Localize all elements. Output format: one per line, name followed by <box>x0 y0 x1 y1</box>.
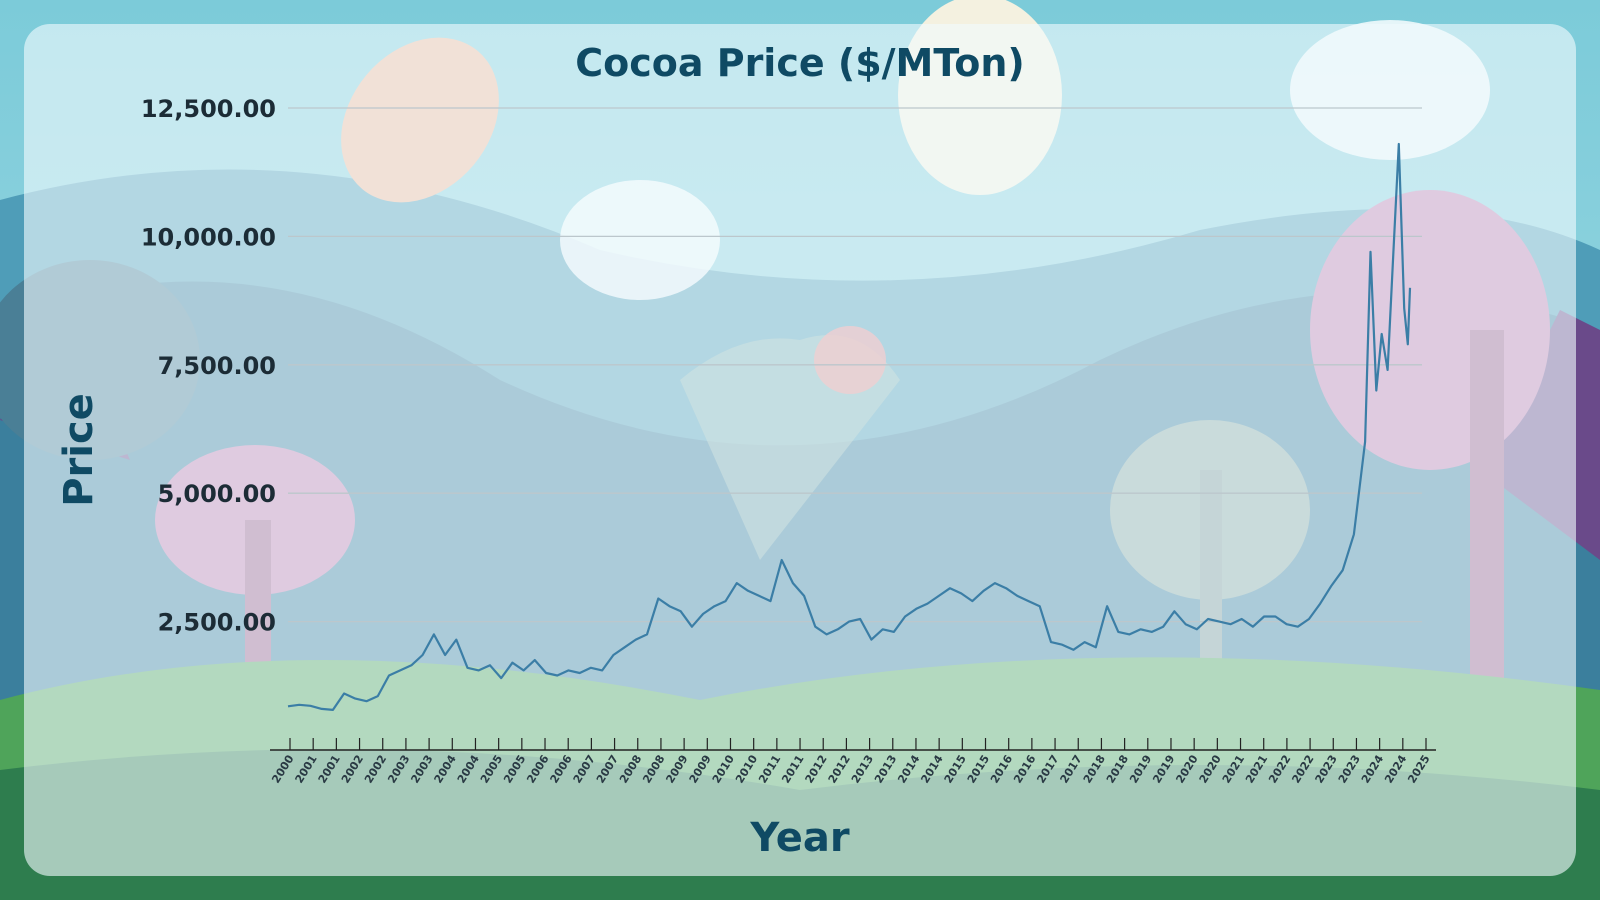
x-tick-label: 2020 <box>1173 752 1200 785</box>
cocoa-price-line <box>287 142 1412 711</box>
x-tick-label: 2008 <box>617 753 644 786</box>
x-tick-label: 2006 <box>524 752 551 785</box>
y-tick-label: 12,500.00 <box>141 95 276 123</box>
x-tick-label: 2001 <box>292 753 319 786</box>
x-tick-label: 2004 <box>432 752 459 785</box>
x-tick-label: 2009 <box>687 753 714 786</box>
x-tick-label: 2020 <box>1197 752 1224 785</box>
chart-title: Cocoa Price ($/MTon) <box>575 41 1025 85</box>
x-tick-label: 2022 <box>1289 753 1316 786</box>
x-tick-label: 2024 <box>1359 752 1386 785</box>
x-tick-label: 2008 <box>640 753 667 786</box>
x-tick-label: 2021 <box>1243 753 1270 786</box>
x-tick-label: 2017 <box>1034 753 1061 786</box>
x-tick-label: 2023 <box>1313 753 1340 786</box>
y-tick-label: 7,500.00 <box>158 352 276 380</box>
x-tick-label: 2007 <box>594 753 621 786</box>
x-tick-label: 2011 <box>779 753 806 786</box>
x-tick-label: 2015 <box>942 753 969 786</box>
x-tick-label: 2007 <box>571 753 598 786</box>
x-tick-label: 2017 <box>1058 753 1085 786</box>
x-tick-label: 2022 <box>1266 753 1293 786</box>
x-tick-label: 2013 <box>872 753 899 786</box>
y-tick-label: 5,000.00 <box>158 480 276 508</box>
x-tick-label: 2015 <box>965 753 992 786</box>
x-tick-label: 2010 <box>733 752 760 785</box>
x-tick-label: 2005 <box>478 753 505 786</box>
x-axis-ticks: 2000200120012002200220032003200420042005… <box>269 738 1433 786</box>
x-tick-label: 2011 <box>756 753 783 786</box>
x-tick-label: 2002 <box>362 753 389 786</box>
y-axis-title: Price <box>56 393 102 507</box>
x-tick-label: 2006 <box>547 752 574 785</box>
x-tick-label: 2023 <box>1336 753 1363 786</box>
x-tick-label: 2016 <box>988 752 1015 785</box>
x-tick-label: 2012 <box>826 753 853 786</box>
x-tick-label: 2003 <box>408 753 435 786</box>
x-tick-label: 2000 <box>269 752 296 785</box>
chart-panel <box>24 24 1576 876</box>
x-tick-label: 2009 <box>663 753 690 786</box>
x-tick-label: 2012 <box>803 753 830 786</box>
x-tick-label: 2010 <box>710 752 737 785</box>
x-tick-label: 2024 <box>1382 752 1409 785</box>
x-tick-label: 2018 <box>1081 753 1108 786</box>
x-tick-label: 2019 <box>1127 753 1154 786</box>
x-tick-label: 2019 <box>1150 753 1177 786</box>
x-tick-label: 2002 <box>339 753 366 786</box>
x-tick-label: 2014 <box>895 752 922 785</box>
y-tick-label: 2,500.00 <box>158 609 276 637</box>
x-axis-title: Year <box>749 815 849 861</box>
y-axis-ticks: 2,500.00 5,000.00 7,500.00 10,000.00 12,500.… <box>141 95 276 637</box>
y-tick-label: 10,000.00 <box>141 223 276 251</box>
gridlines <box>288 107 1422 623</box>
x-tick-label: 2018 <box>1104 753 1131 786</box>
x-tick-label: 2021 <box>1220 753 1247 786</box>
x-tick-label: 2001 <box>316 753 343 786</box>
x-tick-label: 2025 <box>1405 753 1432 786</box>
x-tick-label: 2016 <box>1011 752 1038 785</box>
x-tick-label: 2003 <box>385 753 412 786</box>
x-tick-label: 2013 <box>849 753 876 786</box>
x-tick-label: 2004 <box>455 752 482 785</box>
x-tick-label: 2014 <box>918 752 945 785</box>
x-tick-label: 2005 <box>501 753 528 786</box>
